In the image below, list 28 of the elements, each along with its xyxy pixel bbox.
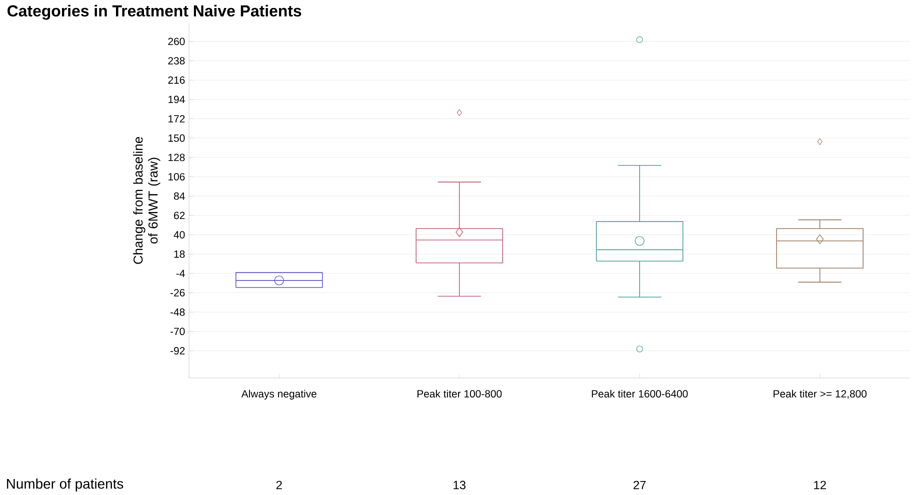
y-tick-label: 172 [168,115,185,122]
x-tick-label: Peak titer >= 12,800 [774,390,867,399]
text: 27 [634,480,646,490]
y-tick-label: 150 [168,134,185,142]
y-tick-label: 18 [174,250,185,258]
y-tick-label: 62 [174,212,185,220]
y-tick-label: -4 [176,270,185,277]
text: 13 [454,480,466,490]
y-tick-label: 260 [168,38,185,46]
y-tick-label: 216 [168,76,185,84]
text: 2 [276,480,282,490]
y-tick-label: 106 [168,173,185,180]
x-tick-label: Peak titer 100-800 [417,390,502,398]
y-axis-title: Change from baseline of 6MWT (raw) [133,136,160,264]
chart-title: Categories in Treatment Naive Patients [8,4,302,20]
x-tick-label: Peak titer 1600-6400 [592,390,688,398]
y-tick-label: 40 [174,231,185,238]
text: 12 [814,480,826,490]
text: Number of patients [7,478,124,492]
y-tick-label: -70 [170,328,185,336]
y-tick-label: -48 [170,308,185,316]
y-tick-label: 84 [174,192,185,200]
x-tick-label: Always negative [241,390,316,400]
y-tick-label: -92 [170,346,185,354]
y-tick-label: 238 [168,57,185,64]
y-tick-label: 128 [168,154,185,162]
y-tick-label: -26 [170,288,185,296]
y-tick-label: 194 [168,96,185,104]
